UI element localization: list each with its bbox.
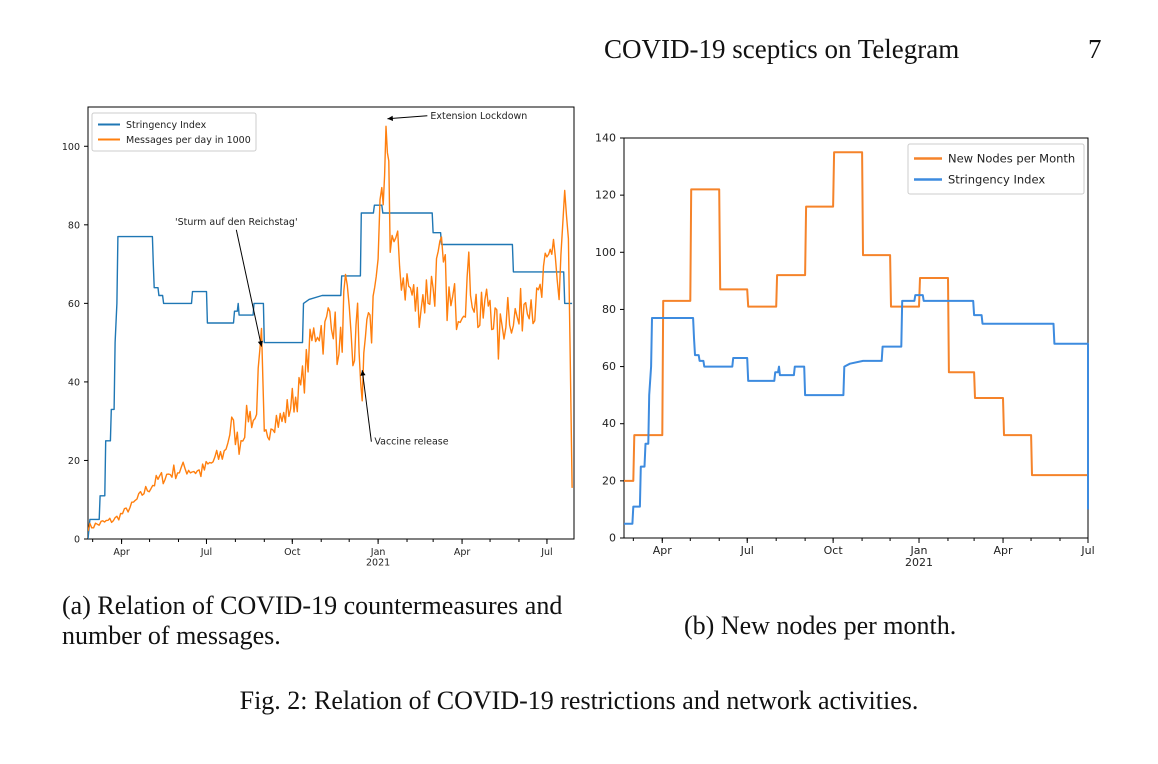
y-tick-label: 80 <box>68 220 80 231</box>
subcaption-b: (b) New nodes per month. <box>684 611 957 640</box>
x-tick-sublabel: 2021 <box>905 556 933 569</box>
annotation-label: 'Sturm auf den Reichstag' <box>175 217 298 228</box>
annotation-arrowhead <box>387 115 394 121</box>
legend-box <box>907 143 1085 195</box>
x-tick-sublabel: 2021 <box>366 558 390 569</box>
annotation-arrow <box>361 370 372 442</box>
x-tick-label: Apr <box>994 544 1014 557</box>
legend-label: New Nodes per Month <box>948 152 1075 166</box>
y-tick-label: 60 <box>602 360 616 373</box>
y-tick-label: 0 <box>74 535 80 546</box>
x-tick-label: Jan <box>910 544 928 557</box>
series-line-1 <box>624 294 1089 525</box>
y-tick-label: 0 <box>609 532 616 545</box>
annotation-arrowhead <box>257 340 263 347</box>
plot-frame <box>623 137 1089 539</box>
running-title: COVID-19 sceptics on Telegram <box>604 34 960 64</box>
legend-label: Messages per day in 1000 <box>126 135 251 146</box>
annotation-arrowhead <box>360 370 366 376</box>
annotation-arrow <box>387 115 428 120</box>
y-tick-label: 20 <box>602 474 616 487</box>
figure-a: 0 20 40 60 80 100 Apr Jul Oct Jan 2021 Apr Jul String… <box>56 95 584 585</box>
series-line-1 <box>88 125 573 532</box>
x-tick-label: Jan <box>370 547 386 558</box>
series-line-0 <box>88 204 573 540</box>
y-tick-label: 100 <box>62 142 80 153</box>
y-tick-label: 40 <box>602 417 616 430</box>
y-tick-label: 80 <box>602 303 616 316</box>
y-tick-label: 140 <box>595 132 616 145</box>
series-line-0 <box>624 151 1089 490</box>
annotation-label: Extension Lockdown <box>430 111 527 122</box>
x-tick-label: Jul <box>200 547 212 558</box>
legend-box <box>91 112 257 152</box>
subcaption-a: (a) Relation of COVID-19 countermeasures… <box>62 591 563 650</box>
x-tick-label: Oct <box>284 547 301 558</box>
x-tick-label: Apr <box>653 544 673 557</box>
annotation-label: Vaccine release <box>374 437 448 448</box>
legend-label: Stringency Index <box>126 120 207 131</box>
y-tick-label: 60 <box>68 299 80 310</box>
y-tick-label: 120 <box>595 189 616 202</box>
x-tick-label: Apr <box>454 547 471 558</box>
figure-caption: Fig. 2: Relation of COVID-19 restriction… <box>239 686 919 715</box>
y-tick-label: 100 <box>595 246 616 259</box>
x-tick-label: Jul <box>1080 544 1094 557</box>
annotation-arrow <box>235 229 262 347</box>
figure-b: 0 20 40 60 80 100 120 140 Apr Jul Oct Jan 2021 Apr Jul… <box>594 120 1098 590</box>
x-tick-label: Jul <box>540 547 552 558</box>
y-tick-label: 20 <box>68 456 80 467</box>
legend-label: Stringency Index <box>948 173 1045 187</box>
page-number: 7 <box>1088 34 1102 64</box>
x-tick-label: Apr <box>113 547 130 558</box>
plot-frame <box>87 106 575 540</box>
y-tick-label: 40 <box>68 377 80 388</box>
x-tick-label: Jul <box>740 544 754 557</box>
x-tick-label: Oct <box>824 544 844 557</box>
